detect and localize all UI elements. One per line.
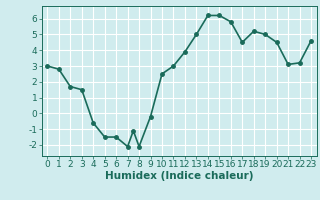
X-axis label: Humidex (Indice chaleur): Humidex (Indice chaleur) (105, 171, 253, 181)
